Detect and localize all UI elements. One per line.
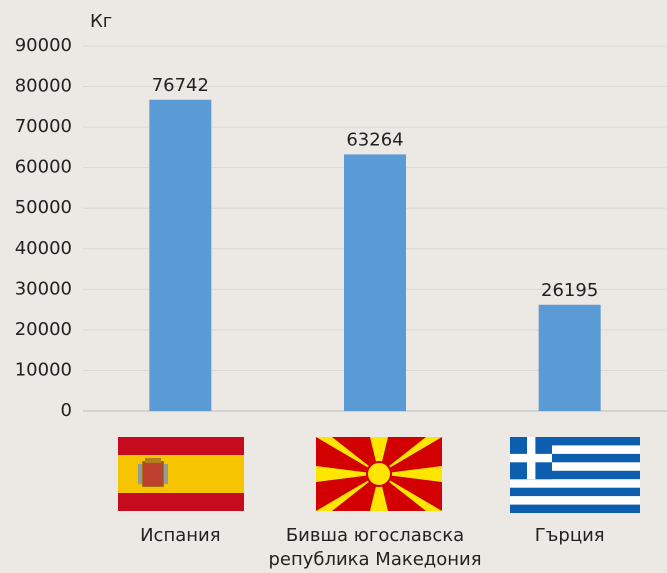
bar [538,304,601,411]
flag-greece [510,437,640,513]
y-tick-label: 50000 [15,197,72,218]
y-tick-label: 10000 [15,359,72,380]
y-tick-label: 20000 [15,319,72,340]
value-label: 26195 [541,280,598,301]
x-tick-label: Гърция [534,525,605,546]
y-axis-label: Кг [90,11,112,32]
y-tick-label: 90000 [15,35,72,56]
y-tick-label: 30000 [15,278,72,299]
value-label: 76742 [152,75,209,96]
y-tick-label: 0 [61,400,72,421]
flag-spain [118,437,244,511]
y-tick-label: 40000 [15,238,72,259]
y-tick-label: 60000 [15,157,72,178]
y-tick-label: 80000 [15,76,72,97]
value-label: 63264 [346,129,403,150]
bar [344,154,406,412]
bar [149,99,212,411]
x-tick-label: Бивша югославска република Македония [268,525,482,570]
x-tick-label: Испания [140,525,221,546]
flag-macedonia [316,437,442,511]
y-tick-label: 70000 [15,116,72,137]
